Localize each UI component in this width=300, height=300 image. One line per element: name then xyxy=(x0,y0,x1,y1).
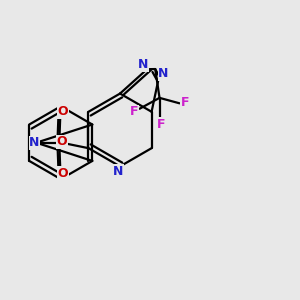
Text: N: N xyxy=(113,165,123,178)
Text: F: F xyxy=(130,105,138,118)
Text: F: F xyxy=(157,118,165,130)
Text: O: O xyxy=(56,136,67,148)
Text: N: N xyxy=(158,68,169,80)
Text: N: N xyxy=(29,136,40,149)
Text: O: O xyxy=(58,106,68,118)
Text: N: N xyxy=(137,58,148,71)
Text: F: F xyxy=(181,96,189,109)
Text: O: O xyxy=(58,167,68,180)
